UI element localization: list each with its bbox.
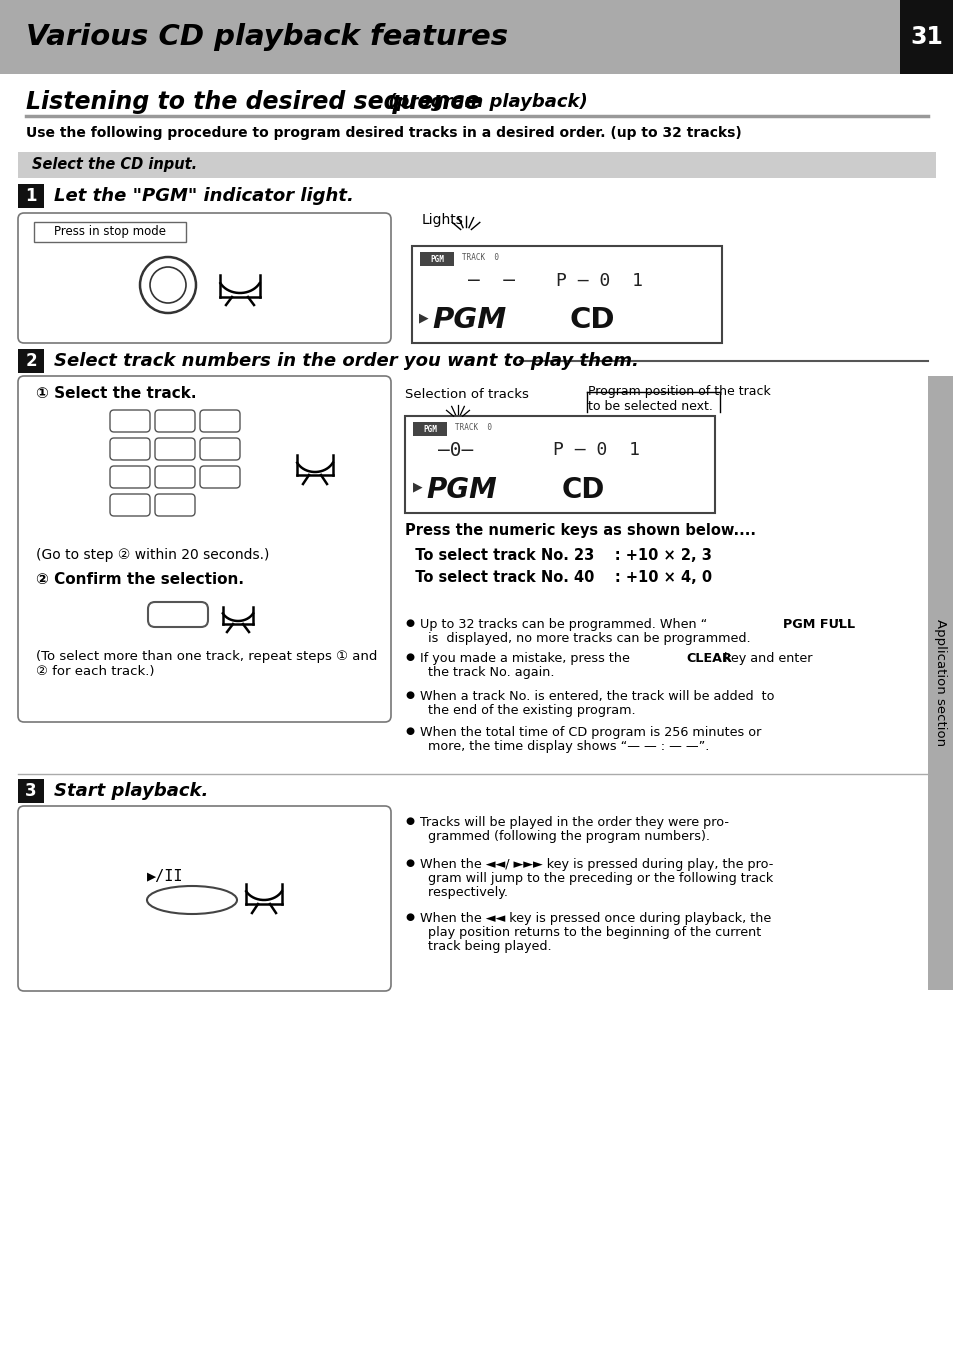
Text: ▶: ▶: [413, 480, 422, 493]
Bar: [899, 0, 953, 74]
FancyBboxPatch shape: [154, 438, 194, 460]
FancyBboxPatch shape: [200, 466, 240, 488]
Text: track being played.: track being played.: [419, 940, 551, 953]
FancyBboxPatch shape: [110, 466, 150, 488]
Text: the end of the existing program.: the end of the existing program.: [419, 704, 635, 717]
Text: Listening to the desired sequence: Listening to the desired sequence: [26, 91, 479, 114]
Text: ② Confirm the selection.: ② Confirm the selection.: [36, 572, 244, 588]
Circle shape: [140, 257, 195, 314]
FancyBboxPatch shape: [18, 806, 391, 991]
Text: Up to 32 tracks can be programmed. When “: Up to 32 tracks can be programmed. When …: [419, 618, 706, 631]
Text: When the ◄◄ key is pressed once during playback, the: When the ◄◄ key is pressed once during p…: [419, 913, 770, 925]
Text: PGM FULL: PGM FULL: [782, 618, 854, 631]
FancyBboxPatch shape: [154, 466, 194, 488]
Text: –  –: – –: [468, 272, 515, 291]
Text: Start playback.: Start playback.: [54, 781, 208, 800]
Text: Select track numbers in the order you want to play them.: Select track numbers in the order you wa…: [54, 352, 639, 370]
FancyBboxPatch shape: [18, 376, 391, 722]
FancyBboxPatch shape: [110, 410, 150, 433]
FancyBboxPatch shape: [110, 493, 150, 516]
Text: Use the following procedure to program desired tracks in a desired order. (up to: Use the following procedure to program d…: [26, 126, 741, 141]
Text: TRACK  0: TRACK 0: [455, 423, 492, 433]
Text: Tracks will be played in the order they were pro-: Tracks will be played in the order they …: [419, 817, 728, 829]
Text: PGM: PGM: [432, 306, 506, 334]
Bar: [18, 349, 44, 373]
Text: key and enter: key and enter: [720, 652, 812, 665]
Bar: [0, 0, 899, 74]
Text: respectively.: respectively.: [419, 886, 507, 899]
FancyBboxPatch shape: [200, 410, 240, 433]
Text: ① Select the track.: ① Select the track.: [36, 385, 196, 400]
Text: PGM: PGM: [426, 476, 497, 504]
Text: (To select more than one track, repeat steps ① and
② for each track.): (To select more than one track, repeat s…: [36, 650, 377, 677]
Text: P – 0  1: P – 0 1: [553, 441, 639, 458]
Text: To select track No. 40    : +10 × 4, 0: To select track No. 40 : +10 × 4, 0: [405, 571, 711, 585]
Text: 1: 1: [25, 187, 37, 206]
Text: 2: 2: [25, 352, 37, 370]
Text: Lights: Lights: [421, 214, 463, 227]
Text: ●: ●: [405, 652, 414, 662]
Text: TRACK  0: TRACK 0: [461, 254, 498, 262]
Text: CD: CD: [561, 476, 605, 504]
Text: Various CD playback features: Various CD playback features: [26, 23, 508, 51]
Bar: [405, 416, 714, 512]
Bar: [413, 422, 447, 435]
Text: ”: ”: [834, 618, 841, 631]
Text: PGM: PGM: [422, 425, 436, 434]
FancyBboxPatch shape: [154, 493, 194, 516]
Text: To select track No. 23    : +10 × 2, 3: To select track No. 23 : +10 × 2, 3: [405, 548, 711, 562]
FancyBboxPatch shape: [18, 214, 391, 343]
Text: (Go to step ② within 20 seconds.): (Go to step ② within 20 seconds.): [36, 548, 269, 562]
Text: ●: ●: [405, 859, 414, 868]
Text: ●: ●: [405, 817, 414, 826]
Text: When the ◄◄/ ►►► key is pressed during play, the pro-: When the ◄◄/ ►►► key is pressed during p…: [419, 859, 773, 871]
Text: Application section: Application section: [934, 619, 946, 746]
Text: is  displayed, no more tracks can be programmed.: is displayed, no more tracks can be prog…: [419, 631, 750, 645]
Circle shape: [150, 266, 186, 303]
Text: ●: ●: [405, 690, 414, 700]
Bar: [412, 246, 721, 343]
Text: When the total time of CD program is 256 minutes or: When the total time of CD program is 256…: [419, 726, 760, 740]
Bar: [18, 151, 935, 178]
Ellipse shape: [147, 886, 236, 914]
Text: Select the CD input.: Select the CD input.: [32, 157, 197, 173]
Text: 3: 3: [25, 781, 37, 800]
Text: 31: 31: [909, 24, 943, 49]
Text: Let the "PGM" indicator light.: Let the "PGM" indicator light.: [54, 187, 354, 206]
Text: ▶: ▶: [418, 311, 428, 324]
Text: ●: ●: [405, 618, 414, 627]
Text: –0–: –0–: [437, 441, 473, 460]
Bar: [927, 376, 953, 990]
Bar: [18, 184, 44, 208]
Text: CD: CD: [569, 306, 615, 334]
Text: the track No. again.: the track No. again.: [419, 667, 554, 679]
Text: Press the numeric keys as shown below....: Press the numeric keys as shown below...…: [405, 522, 755, 538]
Text: ●: ●: [405, 913, 414, 922]
Text: If you made a mistake, press the: If you made a mistake, press the: [419, 652, 633, 665]
Text: grammed (following the program numbers).: grammed (following the program numbers).: [419, 830, 709, 844]
Bar: [419, 251, 454, 266]
Text: more, the time display shows “— — : — —”.: more, the time display shows “— — : — —”…: [419, 740, 709, 753]
Text: ▶/II: ▶/II: [147, 869, 183, 884]
FancyBboxPatch shape: [110, 438, 150, 460]
Text: Program position of the track
to be selected next.: Program position of the track to be sele…: [587, 385, 770, 412]
Text: Press in stop mode: Press in stop mode: [54, 226, 166, 238]
Bar: [18, 779, 44, 803]
Text: PGM: PGM: [430, 254, 443, 264]
FancyBboxPatch shape: [200, 438, 240, 460]
Text: P – 0  1: P – 0 1: [556, 272, 642, 289]
Text: play position returns to the beginning of the current: play position returns to the beginning o…: [419, 926, 760, 940]
FancyBboxPatch shape: [148, 602, 208, 627]
Bar: [34, 222, 186, 242]
Text: CLEAR: CLEAR: [685, 652, 731, 665]
Text: (program playback): (program playback): [381, 93, 587, 111]
Text: ●: ●: [405, 726, 414, 735]
Text: Selection of tracks: Selection of tracks: [405, 388, 528, 402]
Text: gram will jump to the preceding or the following track: gram will jump to the preceding or the f…: [419, 872, 773, 886]
Text: When a track No. is entered, the track will be added  to: When a track No. is entered, the track w…: [419, 690, 774, 703]
FancyBboxPatch shape: [154, 410, 194, 433]
